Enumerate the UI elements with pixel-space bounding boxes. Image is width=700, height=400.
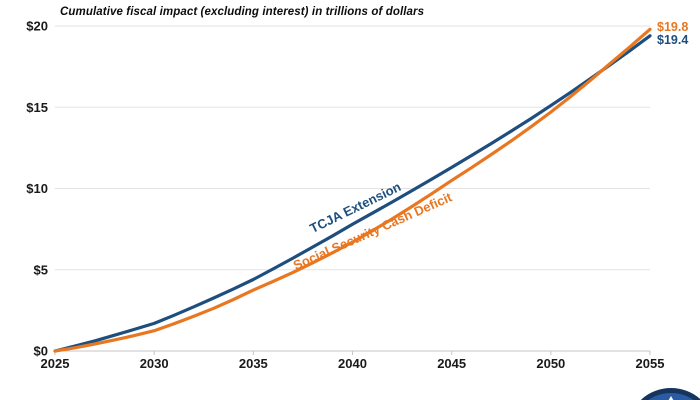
tcja-extension-line <box>53 34 652 353</box>
social-security-deficit-line <box>53 27 652 353</box>
end-value-label-tcja: $19.4 <box>657 33 689 47</box>
y-axis-label: $15 <box>26 100 48 115</box>
x-axis-label: 2030 <box>140 356 169 371</box>
x-axis-label: 2040 <box>338 356 367 371</box>
y-axis-label: $5 <box>34 262 48 277</box>
x-axis-label: 2050 <box>536 356 565 371</box>
chart-title: Cumulative fiscal impact (excluding inte… <box>60 6 425 18</box>
logo-compass-icon <box>667 396 675 400</box>
y-axis-label: $10 <box>26 181 48 196</box>
y-axis-label: $0 <box>34 344 48 359</box>
x-axis-label: 2025 <box>41 356 70 371</box>
end-value-label-social-security: $19.8 <box>657 20 689 34</box>
x-axis-label: 2045 <box>437 356 466 371</box>
x-axis-label: 2035 <box>239 356 268 371</box>
x-axis-label: 2055 <box>636 356 665 371</box>
y-axis-label: $20 <box>26 19 48 34</box>
